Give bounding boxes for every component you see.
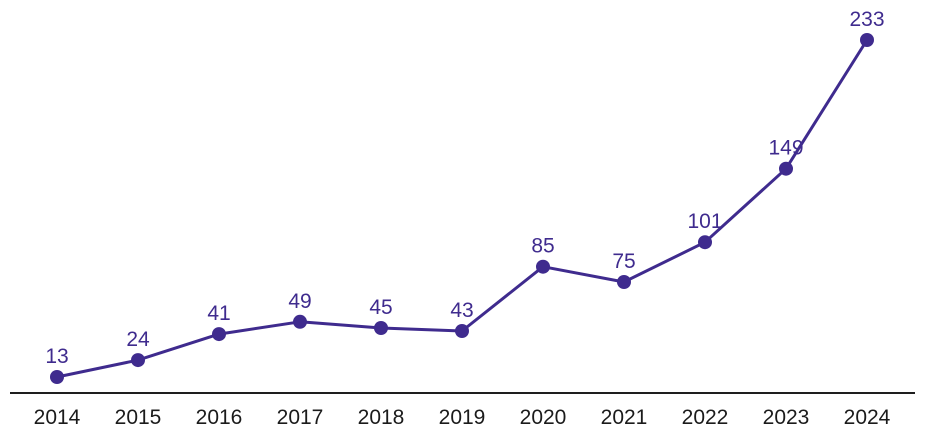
x-tick-label-2023: 2023 — [763, 406, 810, 429]
data-point-2018 — [374, 321, 388, 335]
value-label-2017: 49 — [288, 290, 311, 313]
x-tick-label-2018: 2018 — [358, 406, 405, 429]
x-tick-label-2021: 2021 — [601, 406, 648, 429]
data-point-2021 — [617, 275, 631, 289]
value-labels: 13 24 41 49 45 43 85 75 101 149 233 — [45, 8, 884, 368]
value-label-2015: 24 — [126, 328, 150, 351]
data-point-2023 — [779, 161, 793, 176]
data-point-2015 — [131, 353, 145, 368]
x-tick-label-2016: 2016 — [196, 406, 243, 429]
data-point-2022 — [698, 235, 712, 250]
data-point-2020 — [536, 259, 550, 274]
value-label-2022: 101 — [687, 210, 722, 233]
x-tick-label-2015: 2015 — [115, 406, 162, 429]
data-point-2019 — [455, 324, 469, 338]
value-label-2016: 41 — [207, 302, 230, 325]
x-tick-label-2020: 2020 — [520, 406, 567, 429]
x-axis-tick-labels: 2014 2015 2016 2017 2018 2019 2020 2021 2022 2023… — [34, 406, 891, 429]
value-label-2023: 149 — [768, 137, 803, 160]
x-tick-label-2022: 2022 — [682, 406, 729, 429]
value-label-2021: 75 — [612, 250, 635, 273]
x-tick-label-2019: 2019 — [439, 406, 486, 429]
value-label-2024: 233 — [849, 8, 884, 31]
data-point-2017 — [293, 314, 307, 329]
data-point-2016 — [212, 327, 226, 342]
data-points — [50, 33, 874, 384]
value-label-2019: 43 — [450, 299, 473, 322]
data-point-2024 — [860, 33, 874, 47]
value-label-2020: 85 — [531, 235, 554, 258]
x-tick-label-2024: 2024 — [844, 406, 891, 429]
x-tick-label-2014: 2014 — [34, 406, 81, 429]
value-label-2014: 13 — [45, 345, 68, 368]
x-tick-label-2017: 2017 — [277, 406, 324, 429]
data-point-2014 — [50, 370, 64, 384]
value-label-2018: 45 — [369, 296, 392, 319]
